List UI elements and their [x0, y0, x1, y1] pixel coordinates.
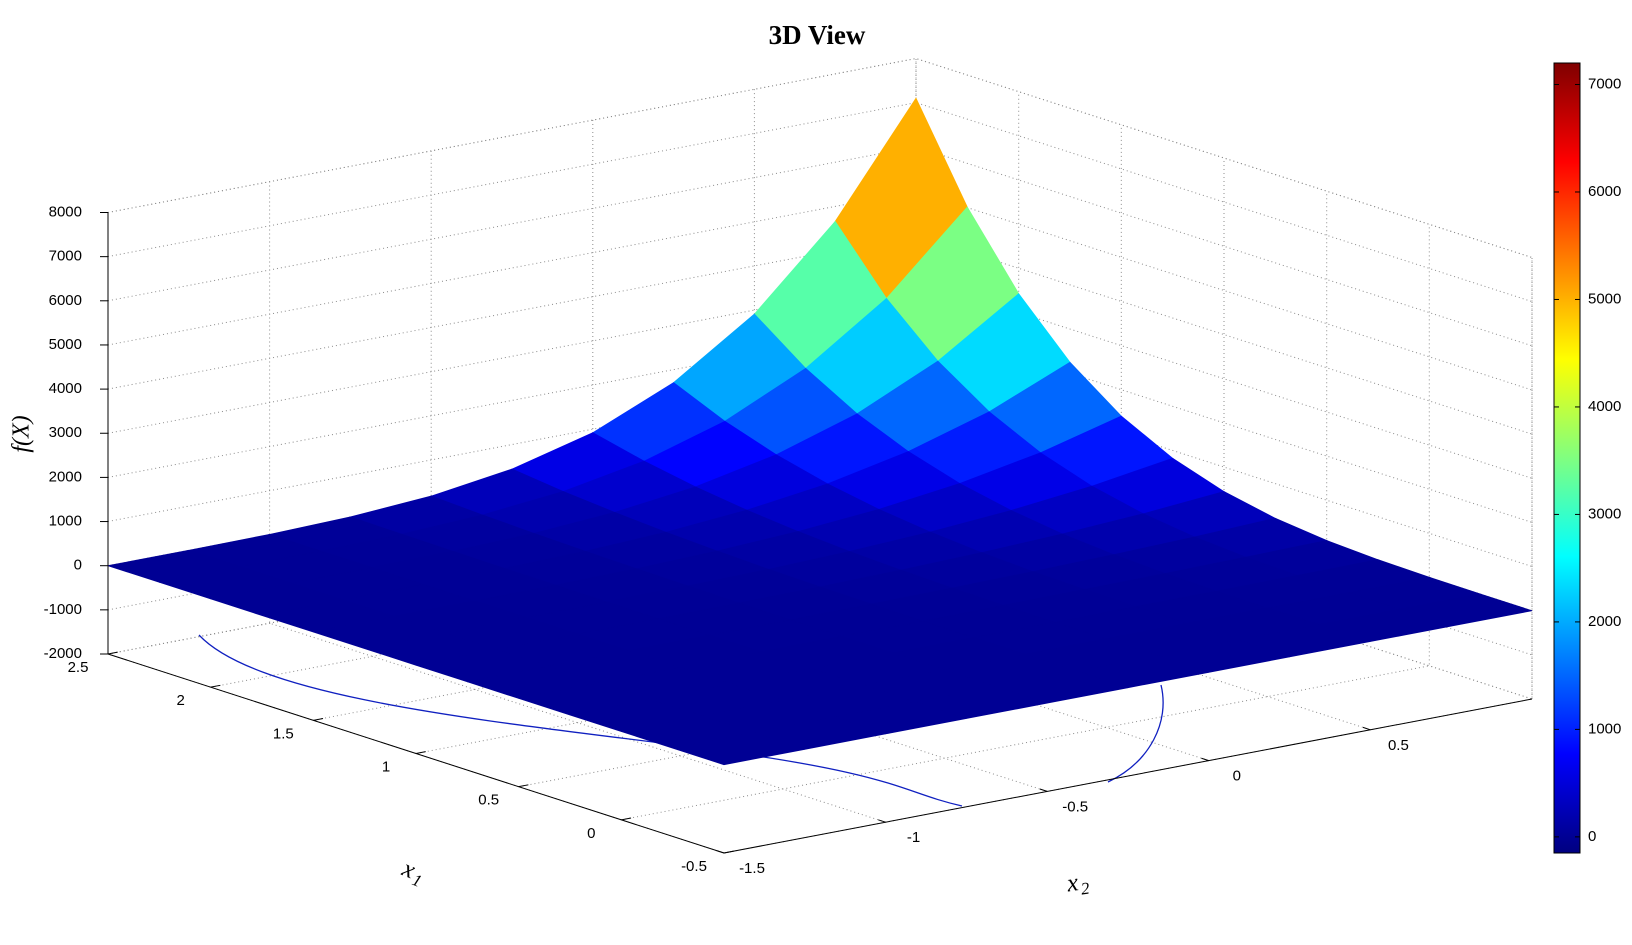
- grid-line: [210, 91, 1020, 688]
- colorbar-tick-label: 5000: [1588, 290, 1621, 307]
- x-tick: [518, 784, 529, 788]
- z-tick-label: -1000: [44, 601, 82, 618]
- z-axis-label: f(X): [9, 415, 35, 452]
- y-tick: [878, 819, 886, 823]
- x-tick-label: 0.5: [478, 792, 499, 809]
- colorbar-tick-label: 0: [1588, 828, 1596, 845]
- z-tick-label: 4000: [49, 380, 82, 397]
- y-tick-label: 0: [1233, 768, 1241, 785]
- x-tick-label: 1.5: [273, 725, 294, 742]
- colorbar-tick-label: 4000: [1588, 398, 1621, 415]
- x-tick: [107, 651, 118, 655]
- x-tick-label: 1: [382, 758, 390, 775]
- colorbar-ticks: 0 1000 2000 3000 4000 5000 6000 7000: [1554, 75, 1621, 845]
- colorbar-tick-label: 1000: [1588, 720, 1621, 737]
- y-axis-label: x2: [1064, 867, 1091, 900]
- x-tick: [210, 684, 221, 688]
- colorbar-tick-label: 2000: [1588, 613, 1621, 630]
- colorbar-tick-label: 7000: [1588, 75, 1621, 92]
- z-tick-label: 8000: [49, 203, 82, 220]
- axes: -0.5 0 0.5 1 1.5 2 2.5 -1.5 -1 -0.5 0 0.5 -2000 -1000…: [44, 203, 1533, 877]
- grid-line: [313, 124, 1122, 721]
- colorbar-tick-label: 6000: [1588, 183, 1621, 200]
- x-tick: [415, 751, 426, 754]
- axis-line: [107, 653, 1533, 854]
- grid-line: [723, 257, 1533, 854]
- chart-title: 3D View: [769, 20, 866, 50]
- y-tick: [1039, 788, 1048, 792]
- y-tick-label: 0.5: [1388, 737, 1409, 754]
- x-tick-label: 2.5: [68, 659, 89, 676]
- z-tick-label: 0: [74, 557, 82, 574]
- surface: [107, 97, 1533, 766]
- x-tick-label: 0: [587, 825, 595, 842]
- y-tick-label: -1: [907, 829, 920, 846]
- floor-contour: [198, 634, 963, 807]
- x-tick: [621, 817, 632, 821]
- z-tick-label: 2000: [49, 468, 82, 485]
- y-tick-label: -0.5: [1062, 798, 1088, 815]
- x-tick: [313, 717, 324, 721]
- z-tick-label: 6000: [49, 292, 82, 309]
- surface-patch: [672, 732, 805, 766]
- z-tick-label: -2000: [44, 645, 82, 662]
- grid-line: [415, 158, 1225, 754]
- box-edge: [107, 57, 1533, 258]
- x-axis-label: x1: [396, 854, 428, 890]
- y-tick: [1201, 757, 1209, 762]
- z-tick-label: 3000: [49, 424, 82, 441]
- z-tick-label: 1000: [49, 513, 82, 530]
- colorbar-tick-label: 3000: [1588, 505, 1621, 522]
- floor-contour: [1107, 684, 1164, 783]
- y-tick: [1362, 726, 1371, 731]
- grid-line: [107, 57, 1533, 258]
- grid-line: [518, 191, 1328, 788]
- x-tick-label: -0.5: [681, 858, 707, 875]
- y-tick-label: -1.5: [739, 860, 765, 877]
- z-tick-label: 5000: [49, 336, 82, 353]
- z-tick-label: 7000: [49, 248, 82, 265]
- colorbar: [1553, 62, 1581, 854]
- grid-line: [621, 224, 1430, 821]
- x-tick-label: 2: [176, 692, 184, 709]
